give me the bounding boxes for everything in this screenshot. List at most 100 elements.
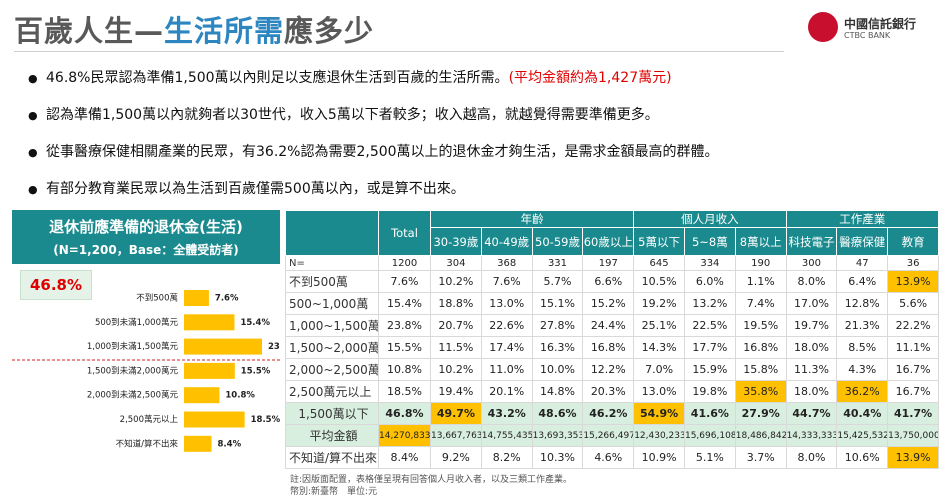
table-cell: 15,266,497 — [582, 424, 635, 447]
bullet-text: 有部分教育業民眾以為生活到百歲僅需500萬以內，或是算不出來。 — [46, 181, 465, 197]
n-cell: 368 — [480, 255, 533, 271]
table-cell: 10.5% — [633, 270, 685, 293]
table-row: 500~1,000萬 15.4% 18.8% 13.0% 15.1% 15.2% 19.2%… — [285, 292, 939, 315]
value-label: 23.8% — [268, 342, 280, 352]
table-cell: 10.2% — [430, 358, 482, 381]
table-cell: 17.7% — [683, 336, 736, 359]
table-cell: 19.7% — [785, 314, 838, 337]
n-cell: 304 — [430, 255, 482, 271]
row-label: 2,500萬元以上 — [285, 380, 379, 403]
table-cell: 7.6% — [480, 270, 533, 293]
n-cell: 47 — [836, 255, 889, 271]
n-cell: 334 — [683, 255, 736, 271]
n-cell: 645 — [633, 255, 685, 271]
bar — [184, 435, 212, 452]
category-label: 2,500萬元以上 — [120, 414, 179, 425]
value-label: 15.5% — [241, 366, 271, 376]
bullet-text: 從事醫療保健相關產業的民眾，有36.2%認為需要2,500萬以上的退休金才夠生活… — [46, 144, 719, 160]
table-cell: 12.8% — [836, 292, 889, 315]
n-row: N= 1200 304 368 331 197 645 334 190 300 47 36 — [285, 255, 939, 271]
row-label: 不知道/算不出來 — [285, 446, 379, 469]
table-cell: 19.4% — [430, 380, 482, 403]
table-cell: 8.4% — [378, 446, 431, 469]
table-cell: 13.0% — [633, 380, 685, 403]
table-cell: 20.7% — [430, 314, 482, 337]
logo-name: 中國信託銀行 — [844, 17, 917, 31]
table-cell: 13,693,353 — [531, 424, 584, 447]
bullet-dot: ● — [28, 109, 38, 122]
table-cell: 18.5% — [378, 380, 431, 403]
category-label: 不知道/算不出來 — [116, 438, 179, 449]
table-cell: 14,270,833 — [378, 424, 431, 447]
n-cell: 300 — [785, 255, 838, 271]
table-cell: 15.8% — [734, 358, 787, 381]
table-cell: 13.0% — [480, 292, 533, 315]
table-cell: 8.0% — [785, 446, 838, 469]
row-label: 500~1,000萬 — [285, 292, 379, 315]
table-cell: 16.7% — [887, 380, 939, 403]
table-cell: 7.0% — [633, 358, 685, 381]
table-cell: 3.7% — [734, 446, 787, 469]
bullet-text: 46.8%民眾認為準備1,500萬以內則足以支應退休生活到百歲的生活所需。 — [46, 70, 509, 86]
table-cell: 16.8% — [582, 336, 635, 359]
bullet-note: (平均金額約為1,427萬元) — [508, 70, 672, 86]
table-cell: 8.2% — [480, 446, 533, 469]
bullet: ● 從事醫療保健相關產業的民眾，有36.2%認為需要2,500萬以上的退休金才夠生… — [28, 141, 719, 161]
bar — [184, 290, 209, 306]
bar — [184, 411, 245, 428]
table-cell: 5.1% — [683, 446, 736, 469]
table-cell: 4.3% — [836, 358, 889, 381]
category-label: 500到未滿1,000萬元 — [95, 317, 179, 328]
table-cell: 8.5% — [836, 336, 889, 359]
n-cell: 197 — [582, 255, 635, 271]
value-label: 7.6% — [215, 294, 239, 304]
column-header: 醫療保健 — [836, 227, 889, 256]
bullet: ● 有部分教育業民眾以為生活到百歲僅需500萬以內，或是算不出來。 — [28, 178, 465, 198]
bar — [184, 314, 235, 331]
table-cell: 1.1% — [734, 270, 787, 293]
table-cell: 14.8% — [531, 380, 584, 403]
callout: 46.8% — [20, 270, 92, 300]
table-cell: 8.0% — [785, 270, 838, 293]
table-cell: 10.2% — [430, 270, 482, 293]
bar — [184, 362, 235, 379]
table-cell: 7.6% — [378, 270, 431, 293]
table-cell: 36.2% — [836, 380, 889, 403]
row-label: 1,500萬以下 — [285, 402, 379, 425]
table-cell: 15.9% — [683, 358, 736, 381]
category-label: 不到500萬 — [136, 293, 178, 304]
table-cell: 17.4% — [480, 336, 533, 359]
table-cell: 12.2% — [582, 358, 635, 381]
table-cell: 15.5% — [378, 336, 431, 359]
title-highlight: 生活所需 — [164, 14, 285, 48]
table-cell: 11.3% — [785, 358, 838, 381]
table-cell: 19.2% — [633, 292, 685, 315]
table-cell: 15,425,532 — [836, 424, 889, 447]
category-label: 1,000到未滿1,500萬元 — [87, 341, 179, 352]
table-cell: 10.3% — [531, 446, 584, 469]
chart-panel: 退休前應準備的退休金(生活) (N=1,200，Base：全體受訪者) 46.8… — [12, 210, 280, 472]
table-cell: 9.2% — [430, 446, 482, 469]
table-cell: 19.8% — [683, 380, 736, 403]
table-cell: 25.1% — [633, 314, 685, 337]
table-row: 2,500萬元以上 18.5% 19.4% 20.1% 14.8% 20.3% 13.0% 1… — [285, 380, 939, 403]
table-cell: 13,750,000 — [887, 424, 939, 447]
table-cell: 6.4% — [836, 270, 889, 293]
table-cell: 41.6% — [683, 402, 736, 425]
column-header: 60歲以上 — [582, 227, 635, 256]
value-label: 18.5% — [251, 415, 280, 425]
value-label: 8.4% — [218, 439, 242, 449]
table-cell: 15.2% — [582, 292, 635, 315]
table-row: 1,500~2,000萬 15.5% 11.5% 17.4% 16.3% 16.8% 14.… — [285, 336, 939, 359]
column-header: 30-39歲 — [430, 227, 482, 256]
table-row: 1,000~1,500萬 23.8% 20.7% 22.6% 27.8% 24.4% 25.… — [285, 314, 939, 337]
header-row: 30-39歲 40-49歲 50-59歲 60歲以上 5萬以下 5~8萬 8萬以上 科技電子醫… — [286, 227, 939, 256]
title-part: 百歲人生— — [14, 14, 165, 48]
table-cell: 10.6% — [836, 446, 889, 469]
column-header: 5~8萬 — [683, 227, 736, 256]
table-cell: 35.8% — [734, 380, 787, 403]
bullet-dot: ● — [28, 146, 38, 159]
table-cell: 18.8% — [430, 292, 482, 315]
n-cell: 36 — [887, 255, 939, 271]
